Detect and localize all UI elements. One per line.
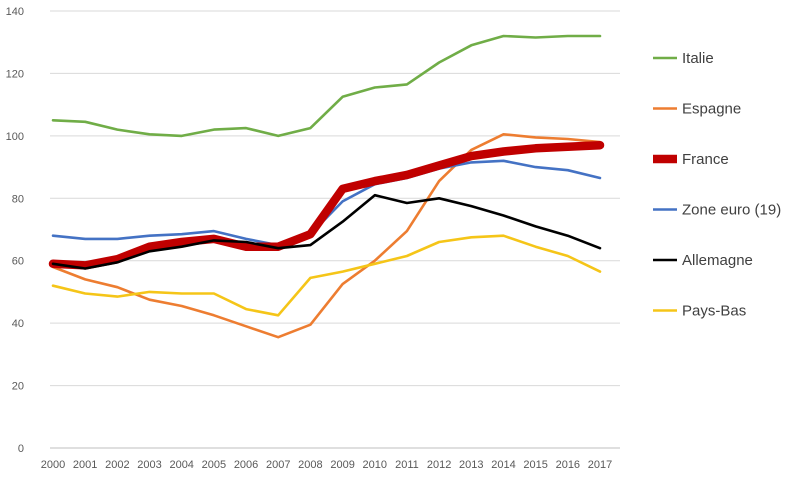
x-tick-label: 2005: [202, 459, 226, 471]
y-tick-label: 40: [12, 318, 24, 330]
x-tick-label: 2001: [73, 459, 97, 471]
series-line-allemagne: [51, 193, 602, 270]
y-tick-label: 140: [6, 6, 24, 18]
x-tick-label: 2013: [459, 459, 483, 471]
y-tick-label: 20: [12, 381, 24, 393]
x-tick-label: 2002: [105, 459, 129, 471]
series-line-france: [48, 140, 605, 270]
y-tick-label: 80: [12, 193, 24, 205]
series-lines: [48, 34, 605, 339]
legend-label-italie: Italie: [682, 50, 714, 67]
legend-label-espagne: Espagne: [682, 101, 741, 118]
x-tick-label: 2008: [298, 459, 322, 471]
legend-label-pays-bas: Pays-Bas: [682, 303, 746, 320]
series-line-italie: [51, 34, 602, 138]
legend: Italie Espagne France Zone euro (19) Allemag…: [653, 50, 781, 320]
x-tick-label: 2000: [41, 459, 65, 471]
y-tick-label: 0: [18, 443, 24, 455]
legend-label-zone-euro-19: Zone euro (19): [682, 202, 781, 219]
x-tick-label: 2009: [330, 459, 354, 471]
x-tick-label: 2012: [427, 459, 451, 471]
x-tick-label: 2004: [169, 459, 193, 471]
series-line-espagne: [51, 133, 602, 339]
x-tick-label: 2015: [523, 459, 547, 471]
y-tick-label: 100: [6, 131, 24, 143]
x-axis: 2000 2001 2002 2003 2004 2005 2006 2007 2008 2009…: [41, 459, 612, 471]
y-axis: 0 20 40 60 80 100 120 140: [6, 6, 24, 455]
x-tick-label: 2011: [395, 459, 419, 471]
series-line-pays-bas: [51, 234, 602, 317]
legend-label-allemagne: Allemagne: [682, 252, 753, 269]
x-tick-label: 2010: [363, 459, 387, 471]
y-tick-label: 60: [12, 256, 24, 268]
grid: [50, 10, 620, 449]
y-tick-label: 120: [6, 68, 24, 80]
x-tick-label: 2007: [266, 459, 290, 471]
x-tick-label: 2003: [137, 459, 161, 471]
x-tick-label: 2016: [556, 459, 580, 471]
x-tick-label: 2014: [491, 459, 515, 471]
legend-label-france: France: [682, 151, 729, 168]
x-tick-label: 2017: [588, 459, 612, 471]
x-tick-label: 2006: [234, 459, 258, 471]
